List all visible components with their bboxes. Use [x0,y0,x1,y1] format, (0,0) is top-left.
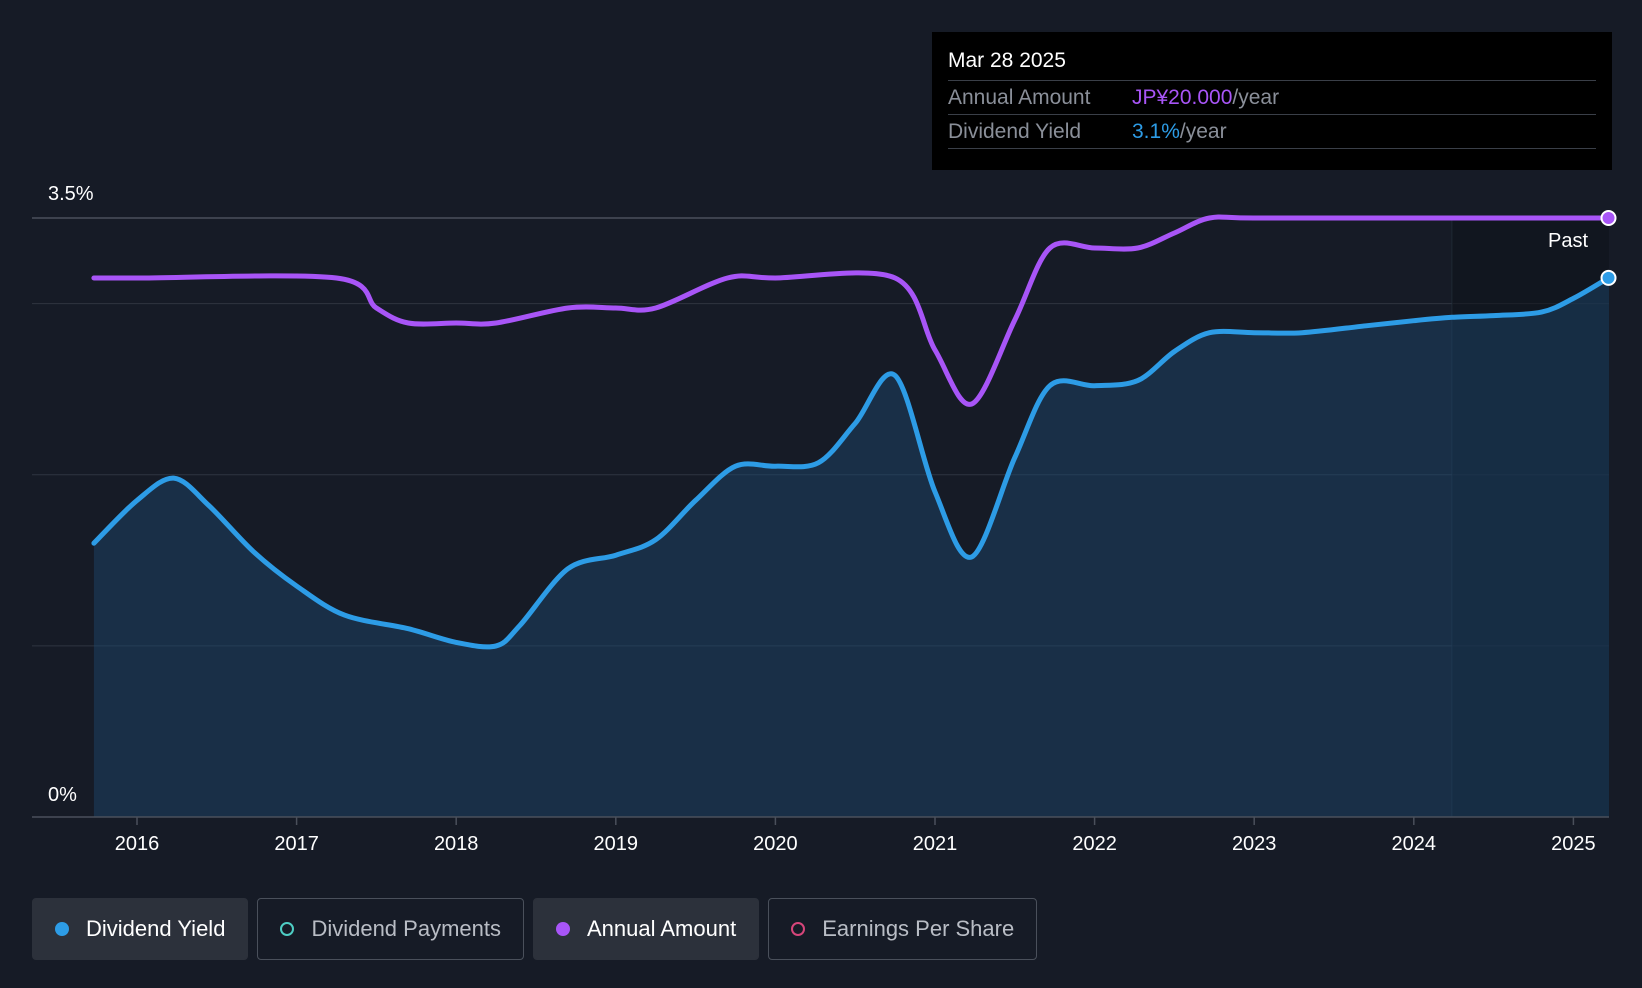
legend-label: Dividend Yield [86,916,226,941]
dividend-yield-area [93,277,1609,817]
hollow-dot-icon [791,922,806,936]
legend-dividend-yield[interactable]: Dividend Yield [32,898,249,960]
hollow-dot-icon [280,922,295,936]
x-tick-label: 2024 [1392,833,1437,855]
tooltip-value: JP¥20.000 [1132,85,1233,109]
y-axis-bottom-label: 0% [48,784,77,806]
x-tick-label: 2020 [753,833,798,855]
filled-dot-icon [555,922,570,936]
filled-dot-icon [55,922,69,936]
chart-legend: Dividend Yield Dividend Payments Annual … [32,898,1038,960]
x-tick-label: 2017 [274,833,319,855]
x-tick-label: 2025 [1551,833,1596,855]
legend-annual-amount[interactable]: Annual Amount [532,898,760,960]
chart-tooltip: Mar 28 2025 Annual Amount JP¥20.000 /yea… [932,32,1612,170]
x-tick-label: 2021 [913,833,958,855]
legend-label: Earnings Per Share [822,916,1015,941]
tooltip-value: 3.1% [1132,119,1180,143]
legend-label: Dividend Payments [311,916,501,941]
legend-dividend-payments[interactable]: Dividend Payments [257,898,524,960]
x-tick-label: 2016 [115,833,160,855]
tooltip-row-annual-amount: Annual Amount JP¥20.000 /year [948,80,1596,114]
x-tick-label: 2023 [1232,833,1277,855]
tooltip-label: Dividend Yield [948,119,1082,143]
y-axis-top-label: 3.5% [48,183,94,205]
legend-label: Annual Amount [586,916,737,941]
past-label: Past [1548,230,1589,252]
annual-amount-line [91,214,1611,407]
tooltip-row-dividend-yield: Dividend Yield 3.1% /year [948,114,1596,149]
tooltip-unit: /year [1179,119,1227,143]
x-axis-ticks: 2016 2017 2018 2019 2020 2021 2022 2023 2024 2025 [115,817,1596,855]
dividend-yield-line [91,275,1611,650]
x-tick-label: 2022 [1072,833,1117,855]
x-tick-label: 2018 [434,833,479,855]
tooltip-date: Mar 28 2025 [948,49,1066,72]
tooltip-unit: /year [1232,85,1280,109]
annual-amount-end-marker[interactable] [1600,210,1617,226]
dividend-yield-end-marker[interactable] [1600,269,1617,286]
legend-earnings-per-share[interactable]: Earnings Per Share [768,898,1038,960]
x-tick-label: 2019 [594,833,639,855]
tooltip-label: Annual Amount [948,85,1091,109]
